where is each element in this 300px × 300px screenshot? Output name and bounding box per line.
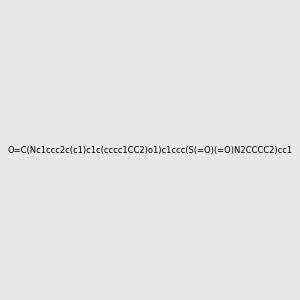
Text: O=C(Nc1ccc2c(c1)c1c(cccc1CC2)o1)c1ccc(S(=O)(=O)N2CCCC2)cc1: O=C(Nc1ccc2c(c1)c1c(cccc1CC2)o1)c1ccc(S(… <box>8 146 292 154</box>
